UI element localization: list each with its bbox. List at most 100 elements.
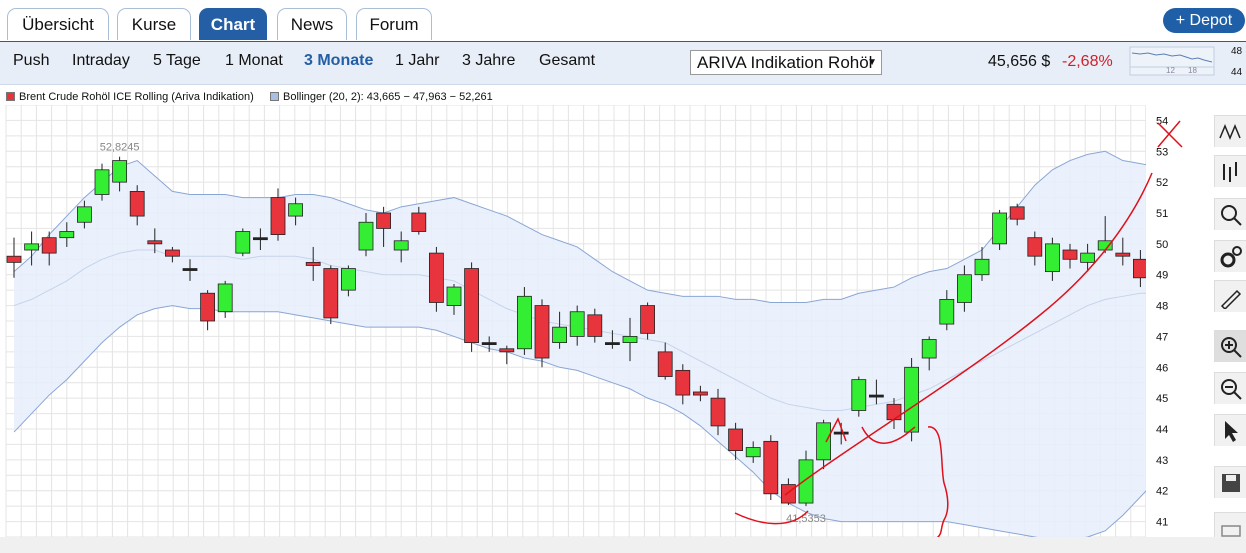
candle — [675, 364, 691, 405]
candle-chart-icon — [1223, 162, 1237, 182]
main-tab-bar: Übersicht Kurse Chart News Forum — [0, 0, 1246, 43]
candle — [200, 290, 216, 331]
candle-body — [657, 351, 673, 377]
tab-news[interactable]: News — [277, 8, 347, 40]
settings-button[interactable] — [1214, 240, 1246, 272]
candle — [41, 231, 57, 266]
candle-body — [728, 428, 743, 452]
candle — [763, 435, 779, 500]
candle — [869, 379, 884, 405]
price-extreme-label: 41,5353 — [786, 513, 826, 525]
candle-body — [41, 237, 57, 254]
y-tick-label: 46 — [1156, 362, 1168, 374]
candle — [1080, 243, 1095, 272]
candle — [622, 317, 638, 362]
candle — [24, 231, 40, 266]
candle-body — [640, 305, 655, 334]
zoom-out-icon — [1221, 379, 1242, 400]
tab-chart[interactable]: Chart — [199, 8, 267, 40]
y-tick-label: 47 — [1156, 331, 1168, 343]
candle-body — [763, 440, 779, 495]
candle — [587, 308, 603, 343]
y-tick-label: 45 — [1156, 393, 1168, 405]
mini-chart-label-2: 18 — [1188, 66, 1197, 75]
tab-forum[interactable]: Forum — [356, 8, 432, 40]
candle — [851, 376, 867, 417]
candle-body — [798, 459, 814, 504]
range-push[interactable]: Push — [13, 52, 50, 69]
add-depot-button[interactable]: + Depot — [1163, 8, 1245, 33]
candle-body — [622, 336, 638, 344]
range-5-days[interactable]: 5 Tage — [153, 52, 201, 69]
y-tick-label: 50 — [1156, 239, 1168, 251]
candlestick-chart[interactable]: 41 42 43 44 45 46 47 48 49 50 51 52 53 54 52,8245 41,5… — [0, 105, 1212, 537]
candle — [411, 206, 427, 235]
line-chart-icon — [1219, 124, 1241, 140]
save-button[interactable] — [1214, 466, 1246, 498]
legend-swatch-bollinger — [270, 92, 279, 101]
cross-mark-drawing — [1157, 120, 1183, 148]
tab-overview[interactable]: Übersicht — [7, 8, 109, 40]
candle — [77, 200, 92, 229]
price-annotations: 52,8245 41,5353 — [100, 142, 826, 525]
y-tick-label: 54 — [1156, 115, 1168, 127]
pencil-icon — [1220, 289, 1242, 309]
candle — [323, 265, 339, 325]
candle-body — [164, 249, 180, 257]
floppy-disk-icon — [1222, 474, 1240, 492]
candle — [358, 213, 374, 257]
candle-body — [693, 391, 708, 396]
candle-body — [270, 197, 286, 235]
zoom-in-button[interactable] — [1214, 330, 1246, 362]
candle — [464, 262, 480, 352]
candle-body — [358, 221, 374, 251]
draw-tool-button[interactable] — [1214, 280, 1246, 312]
candle-body — [200, 292, 216, 322]
candle — [710, 388, 726, 436]
candle — [393, 231, 409, 263]
candle — [340, 265, 356, 297]
range-3-months[interactable]: 3 Monate — [304, 52, 374, 69]
candle — [1115, 237, 1131, 266]
legend-label-brent: Brent Crude Rohöl ICE Rolling (Ariva Ind… — [19, 91, 254, 103]
candle — [640, 302, 655, 340]
candle — [1045, 237, 1060, 281]
candle-body — [869, 394, 884, 398]
candle — [288, 197, 304, 226]
line-chart-type-button[interactable] — [1214, 115, 1246, 147]
candle — [1062, 243, 1078, 269]
candle — [252, 228, 268, 251]
range-intraday[interactable]: Intraday — [72, 52, 130, 69]
candle — [921, 336, 937, 371]
candle-body — [1045, 243, 1060, 273]
candle-body — [340, 268, 356, 291]
range-1-month[interactable]: 1 Monat — [225, 52, 283, 69]
pointer-button[interactable] — [1214, 414, 1246, 446]
legend-swatch-brent — [6, 92, 15, 101]
source-select[interactable]: ARIVA Indikation Rohöl ▼ — [690, 50, 882, 75]
current-price: 45,656 $ — [988, 53, 1051, 70]
range-total[interactable]: Gesamt — [539, 52, 596, 69]
candle-body — [129, 191, 145, 217]
y-axis-background — [1146, 105, 1212, 537]
candle — [904, 358, 919, 442]
candle-body — [1080, 252, 1095, 263]
candle-chart-type-button[interactable] — [1214, 155, 1246, 187]
candle-body — [1097, 240, 1113, 251]
tab-courses[interactable]: Kurse — [117, 8, 191, 40]
x-mark-drawing — [861, 426, 916, 444]
mini-chart[interactable]: 12 18 48 44 — [1128, 45, 1246, 77]
indicator-button[interactable] — [1214, 198, 1246, 230]
range-3-years[interactable]: 3 Jahre — [462, 52, 516, 69]
bottom-scroll-area[interactable] — [0, 537, 1246, 553]
candle-body — [288, 203, 304, 217]
y-tick-label: 41 — [1156, 517, 1168, 529]
candle — [798, 450, 814, 507]
y-axis: 41 42 43 44 45 46 47 48 49 50 51 52 53 54 — [1146, 105, 1212, 537]
candle-body — [428, 252, 444, 303]
range-1-year[interactable]: 1 Jahr — [395, 52, 440, 69]
candle-body — [252, 237, 268, 241]
y-tick-label: 44 — [1156, 424, 1168, 436]
zoom-out-button[interactable] — [1214, 372, 1246, 404]
candle-body — [376, 212, 392, 229]
